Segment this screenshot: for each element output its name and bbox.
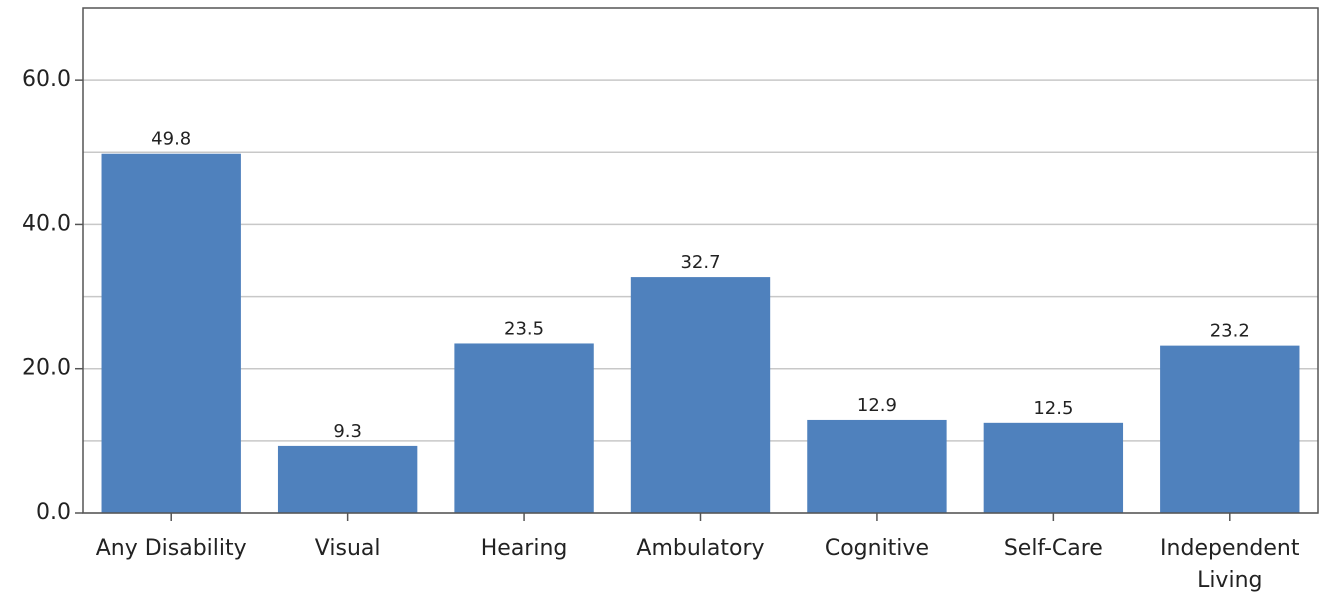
x-tick-label: Self-Care — [1003, 536, 1103, 561]
x-tick-label: Any Disability — [95, 536, 247, 561]
y-tick-label: 0.0 — [36, 500, 71, 525]
x-tick-label: Ambulatory — [636, 536, 765, 561]
y-tick-label: 60.0 — [22, 67, 71, 92]
y-tick-label: 40.0 — [22, 211, 71, 236]
data-label: 23.5 — [504, 318, 544, 339]
bar — [807, 419, 947, 513]
data-label: 23.2 — [1210, 321, 1250, 342]
data-label: 12.9 — [857, 395, 897, 416]
x-tick-label: Hearing — [480, 536, 568, 561]
data-label: 9.3 — [333, 421, 362, 442]
bar — [454, 343, 594, 513]
data-label: 12.5 — [1033, 398, 1073, 419]
x-tick-label: Cognitive — [824, 536, 929, 561]
bar — [630, 277, 771, 513]
plot-frame — [82, 7, 1319, 514]
x-tick-label: Visual — [314, 536, 381, 561]
bar — [101, 153, 241, 513]
data-label: 32.7 — [680, 252, 720, 273]
bar — [1160, 345, 1300, 513]
y-tick-label: 20.0 — [22, 356, 71, 381]
x-tick-label: Independent Living — [1160, 536, 1300, 593]
bar — [983, 422, 1124, 513]
data-label: 49.8 — [151, 129, 191, 150]
bar — [277, 445, 418, 513]
